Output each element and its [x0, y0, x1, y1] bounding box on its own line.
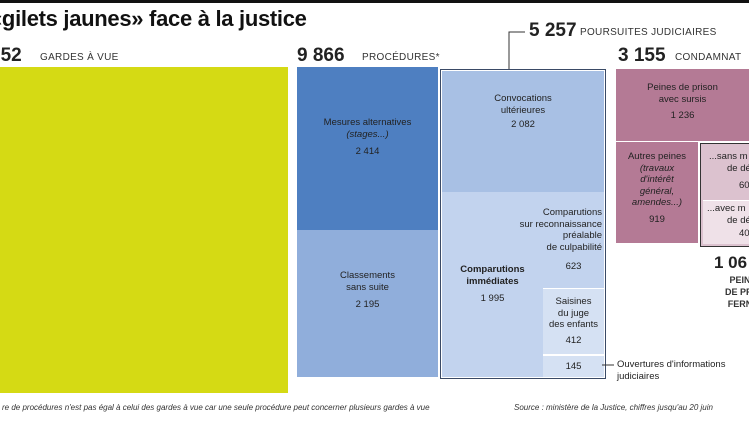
poursuites-bracket	[508, 31, 525, 70]
avec-m-value: 40	[739, 228, 749, 239]
sans-m-label: ...sans m de dé 60	[709, 151, 749, 192]
fermes-l2: DE PRI	[724, 287, 749, 297]
saisines-l2: du juge	[557, 307, 590, 319]
autres-peines-block: Autres peines (travaux d'intérêt général…	[616, 141, 698, 243]
peines-sursis-label: Peines de prison avec sursis 1 236	[616, 82, 749, 122]
saisines-label: Saisines du juge des enfants 412	[543, 296, 604, 346]
comparutions-reco-value: 623	[565, 261, 582, 272]
poursuites-frame	[440, 69, 606, 379]
convocations-block: Convocations ultérieures 2 082	[442, 71, 604, 192]
procedures-caption: PROCÉDURES*	[362, 52, 440, 63]
fermes-l1: PEIN	[729, 275, 749, 285]
footnote: re de procédures n'est pas égal à celui …	[2, 403, 430, 412]
comparutions-reco-l4: de culpabilité	[546, 241, 602, 253]
peines-sursis-block: Peines de prison avec sursis 1 236	[616, 69, 749, 141]
mesures-value: 2 414	[355, 146, 380, 157]
comparutions-imm-block: Comparutions immédiates 1 995	[442, 192, 543, 377]
convocations-l1: Convocations	[494, 93, 552, 104]
classements-block: Classements sans suite 2 195	[297, 230, 438, 377]
mesures-block: Mesures alternatives (stages...) 2 414	[297, 67, 438, 230]
saisines-block: Saisines du juge des enfants 412	[543, 288, 604, 354]
comparutions-reco-block	[543, 192, 604, 288]
fermes-value: 1 06	[714, 253, 748, 272]
procedures-value: 9 866	[297, 45, 345, 66]
ouvertures-label1: Ouvertures d'informations	[617, 359, 726, 370]
ouvertures-label2: judiciaires	[617, 370, 660, 382]
mesures-l2: (stages...)	[346, 128, 389, 140]
top-rule	[0, 0, 749, 3]
classements-l1: Classements	[340, 270, 395, 281]
classements-value: 2 195	[355, 299, 380, 310]
avec-m-block: ...avec m de dé 40	[703, 200, 749, 244]
convocations-value: 2 082	[511, 119, 535, 130]
saisines-l3: des enfants	[548, 319, 599, 330]
fermes-l3: FERN	[727, 299, 749, 309]
autres-peines-l4: général,	[639, 185, 675, 197]
comparutions-reco-label: Comparutions sur reconnaissance préalabl…	[500, 207, 602, 253]
ouvertures-label: Ouvertures d'informations judiciaires	[617, 359, 725, 382]
comparutions-imm-label: Comparutions immédiates 1 995	[442, 264, 543, 305]
peines-sursis-value: 1 236	[670, 110, 695, 121]
gardes-value: 852	[0, 45, 22, 66]
condamnations-value: 3 155	[618, 45, 666, 66]
condamnations-caption: CONDAMNAT	[675, 52, 742, 63]
mesures-l1: Mesures alternatives	[323, 117, 412, 128]
avec-m-l2: de dé	[727, 214, 749, 226]
fermes-label: PEIN DE PRI FERN	[710, 274, 749, 310]
convocations-l2: ultérieures	[500, 104, 546, 116]
poursuites-value: 5 257	[529, 20, 577, 41]
source-note: Source : ministère de la Justice, chiffr…	[514, 403, 713, 412]
peines-sursis-l2: avec sursis	[658, 93, 707, 105]
autres-peines-l1: Autres peines	[627, 151, 687, 162]
comparutions-imm-l1: Comparutions	[460, 264, 525, 275]
classements-l2: sans suite	[346, 281, 389, 293]
comparutions-reco-l2: sur reconnaissance	[519, 218, 602, 230]
page-title: «gilets jaunes» face à la justice	[0, 6, 307, 31]
classements-label: Classements sans suite 2 195	[297, 270, 438, 311]
sans-m-block: ...sans m de dé 60	[703, 146, 749, 199]
gardes-caption: GARDES À VUE	[40, 52, 119, 63]
mesures-label: Mesures alternatives (stages...) 2 414	[297, 117, 438, 158]
autres-peines-value: 919	[649, 213, 665, 225]
gardes-block	[0, 67, 288, 393]
autres-peines-l2: (travaux	[639, 162, 675, 174]
sans-m-l1: ...sans m	[709, 151, 748, 162]
autres-peines-label: Autres peines (travaux d'intérêt général…	[616, 151, 698, 225]
convocations-label: Convocations ultérieures 2 082	[442, 93, 604, 131]
ouvertures-pointer	[602, 364, 614, 366]
comparutions-imm-value: 1 995	[480, 293, 505, 304]
autres-peines-l3: d'intérêt	[640, 174, 674, 185]
sans-m-l2: de dé	[727, 162, 749, 174]
ouvertures-value: 145	[565, 361, 582, 372]
poursuites-caption: POURSUITES JUDICIAIRES	[580, 27, 717, 38]
avec-m-label: ...avec m de dé 40	[707, 203, 749, 240]
comparutions-reco-l1: Comparutions	[542, 207, 602, 218]
comparutions-imm-l2: immédiates	[466, 275, 519, 287]
avec-m-l1: ...avec m	[707, 203, 746, 214]
comparutions-reco-l3: préalable	[562, 230, 602, 241]
sans-m-value: 60	[739, 180, 749, 191]
peines-sursis-l1: Peines de prison	[647, 82, 718, 93]
autres-peines-l5: amendes...)	[631, 197, 683, 208]
ouvertures-block: 145	[543, 355, 604, 377]
saisines-l1: Saisines	[555, 296, 592, 307]
saisines-value: 412	[565, 334, 582, 346]
